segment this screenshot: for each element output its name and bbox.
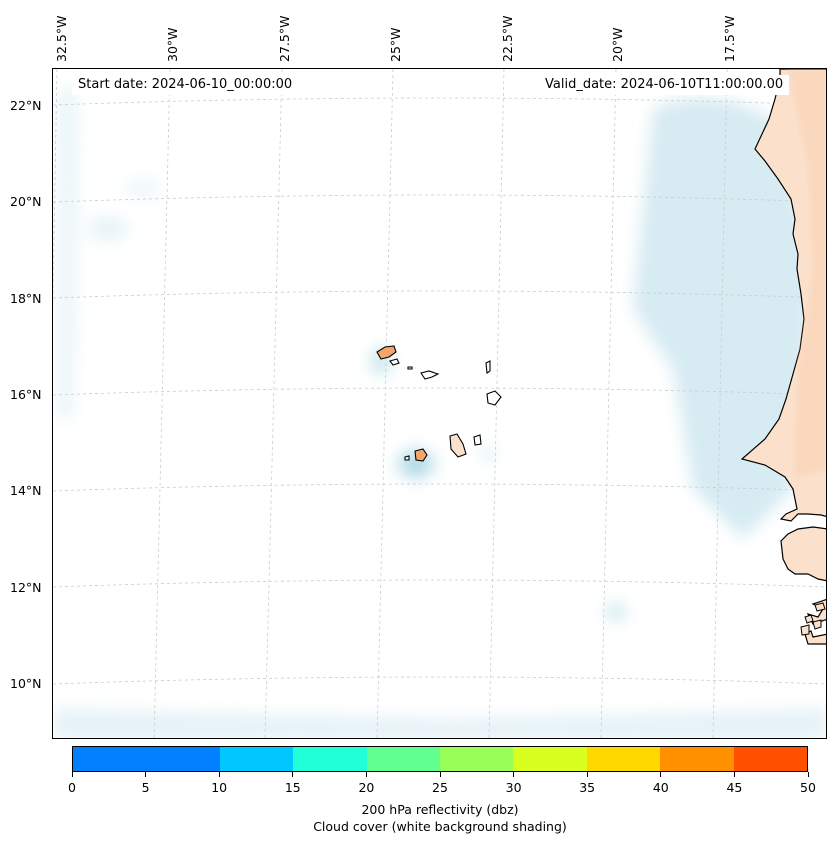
lat-label-18n: 18°N: [10, 291, 42, 306]
colorbar-tick-label-30: 30: [505, 780, 522, 795]
colorbar-tick-20: [365, 772, 367, 777]
island-santa-luzia: [407, 366, 413, 370]
island-santiago: [449, 433, 467, 458]
lon-label-20w: 20°W: [610, 27, 625, 62]
colorbar-tick-45: [733, 772, 735, 777]
cloud-patch-nw: [88, 217, 128, 241]
parallel-10n: [53, 676, 826, 685]
parallel-18n: [53, 290, 826, 299]
colorbar-tick-25: [439, 772, 441, 777]
colorbar-tick-40: [660, 772, 662, 777]
parallel-12n: [53, 579, 826, 588]
colorbar-tick-0: [71, 772, 73, 777]
island-bissagos-1: [814, 602, 826, 612]
parallel-14n: [53, 483, 826, 492]
lat-label-22n: 22°N: [10, 98, 42, 113]
lat-label-10n: 10°N: [10, 676, 42, 691]
lat-label-12n: 12°N: [10, 580, 42, 595]
colorbar-tick-label-35: 35: [579, 780, 596, 795]
meridian-32-5w: [53, 69, 58, 316]
cloud-band-southern: [53, 709, 826, 738]
meridian-22-5w: [488, 69, 505, 738]
meridian-30w: [153, 69, 171, 738]
cloud-band-coastal: [633, 98, 813, 539]
colorbar-segment-9: [733, 747, 808, 771]
island-santo-antao: [376, 345, 397, 360]
cloud-cover-shading: [53, 89, 826, 738]
colorbar-tick-label-15: 15: [284, 780, 301, 795]
cloud-patch-w: [125, 181, 161, 197]
island-bissagos-2: [804, 614, 814, 624]
lat-label-20n: 20°N: [10, 194, 42, 209]
colorbar-label-cloud-cover: Cloud cover (white background shading): [313, 819, 567, 834]
colorbar-tick-label-25: 25: [432, 780, 448, 795]
colorbar-tick-35: [586, 772, 588, 777]
colorbar-tick-label-50: 50: [800, 780, 816, 795]
start-date-label: Start date: 2024-06-10_00:00:00: [72, 75, 299, 95]
colorbar-segment-1: [146, 747, 220, 771]
colorbar-tick-30: [513, 772, 515, 777]
meridian-27-5w: [264, 69, 283, 738]
island-brava: [404, 455, 410, 461]
colorbar-tick-5: [145, 772, 147, 777]
island-bissagos-3: [812, 619, 822, 630]
reflectivity-colorbar: [72, 746, 808, 772]
island-sao-vicente: [389, 358, 400, 366]
colorbar-segment-5: [440, 747, 514, 771]
colorbar-segment-3: [293, 747, 367, 771]
island-sao-nicolau: [420, 370, 440, 380]
colorbar-tick-label-45: 45: [726, 780, 743, 795]
island-sal: [485, 360, 491, 374]
lon-label-22-5w: 22.5°W: [500, 15, 515, 62]
colorbar-segment-0: [73, 747, 147, 771]
cape-verde-islands: [376, 345, 502, 462]
map-canvas: [53, 69, 826, 738]
colorbar-segment-7: [586, 747, 661, 771]
land-heat-shading: [788, 69, 826, 479]
graticule: [53, 69, 826, 738]
meridian-20w: [600, 69, 617, 738]
island-boa-vista: [486, 390, 502, 406]
cloud-band-west: [58, 89, 78, 419]
cloud-cell-sal: [480, 446, 496, 462]
cloud-cell-south: [606, 604, 626, 620]
lat-label-16n: 16°N: [10, 387, 42, 402]
island-bissagos-4: [800, 624, 810, 636]
colorbar-tick-label-5: 5: [141, 780, 150, 795]
bissagos-islands: [800, 602, 826, 636]
lon-label-30w: 30°W: [165, 27, 180, 62]
parallel-20n: [53, 194, 826, 203]
colorbar-segment-4: [366, 747, 441, 771]
colorbar-label-reflectivity: 200 hPa reflectivity (dbz): [361, 802, 519, 817]
colorbar-tick-label-10: 10: [211, 780, 228, 795]
lat-label-14n: 14°N: [10, 483, 42, 498]
colorbar-tick-label-40: 40: [652, 780, 669, 795]
lon-label-27-5w: 27.5°W: [277, 15, 292, 62]
lon-label-17-5w: 17.5°W: [722, 15, 737, 62]
colorbar-segment-6: [513, 747, 587, 771]
valid-date-label: Valid_date: 2024-06-10T11:00:00.00: [539, 75, 790, 95]
meridian-25w: [376, 69, 394, 738]
colorbar-segment-2: [219, 747, 294, 771]
map-frame[interactable]: [52, 68, 827, 739]
meridian-17-5w: [712, 69, 728, 738]
parallel-22n: [53, 97, 826, 106]
lon-label-32-5w: 32.5°W: [54, 15, 69, 62]
colorbar-segment-8: [660, 747, 734, 771]
island-maio: [473, 434, 482, 446]
colorbar-tick-10: [218, 772, 220, 777]
colorbar-tick-50: [807, 772, 809, 777]
lon-label-25w: 25°W: [388, 27, 403, 62]
colorbar-tick-label-20: 20: [358, 780, 375, 795]
island-fogo: [414, 448, 428, 462]
parallel-16n: [53, 387, 826, 396]
colorbar-tick-label-0: 0: [68, 780, 76, 795]
colorbar-tick-15: [292, 772, 294, 777]
